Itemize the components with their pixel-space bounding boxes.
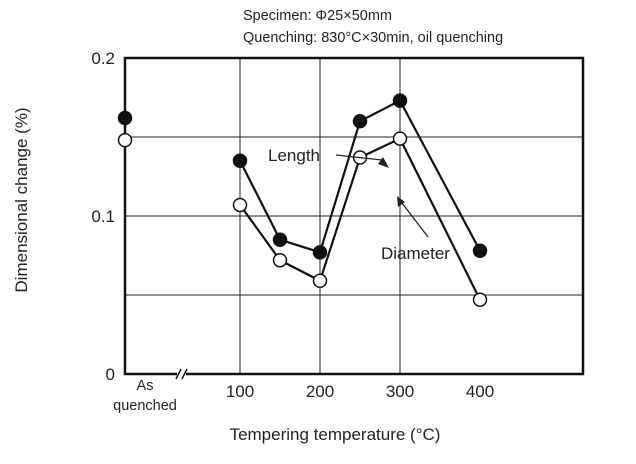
data-point-length <box>392 93 408 108</box>
data-point-length <box>472 243 488 259</box>
series-line-length <box>239 99 481 254</box>
data-point-diameter <box>272 252 288 268</box>
x-axis-break-gap <box>177 369 186 379</box>
data-point-length <box>312 245 328 260</box>
data-point-length <box>352 113 368 129</box>
y-tick-label: 0.1 <box>91 207 115 226</box>
y-tick-label: 0.2 <box>91 49 115 68</box>
data-point-diameter <box>117 132 133 148</box>
x-axis-label: Tempering temperature (°C) <box>229 425 441 444</box>
data-point-diameter <box>392 131 408 146</box>
x-axis-break-slash <box>181 368 188 380</box>
y-tick-label: 0 <box>106 365 115 384</box>
data-point-length <box>272 232 288 247</box>
length-leader-line <box>335 154 383 161</box>
x-tick-label: 200 <box>306 382 334 401</box>
quenching-note: Quenching: 830°C×30min, oil quenching <box>243 30 504 46</box>
series-label-length: Length <box>268 146 320 165</box>
data-point-diameter <box>312 273 328 289</box>
x-tick-label: 100 <box>226 382 254 401</box>
diameter-leader-line <box>401 202 429 238</box>
data-point-length <box>232 153 248 168</box>
x-tick-label: quenched <box>113 398 177 414</box>
series-label-diameter: Diameter <box>381 244 450 263</box>
length-arrowhead <box>378 157 389 168</box>
x-tick-label: 400 <box>466 382 494 401</box>
series-line-diameter <box>239 137 481 301</box>
x-tick-label: As <box>137 378 154 394</box>
x-tick-label: 300 <box>386 382 414 401</box>
specimen-note: Specimen: Φ25×50mm <box>243 8 392 24</box>
data-point-length <box>117 110 133 126</box>
plot-frame <box>123 56 585 376</box>
x-axis-break-slash <box>175 368 182 380</box>
data-point-diameter <box>472 292 488 307</box>
diameter-arrowhead <box>397 196 405 207</box>
data-point-diameter <box>232 197 248 213</box>
